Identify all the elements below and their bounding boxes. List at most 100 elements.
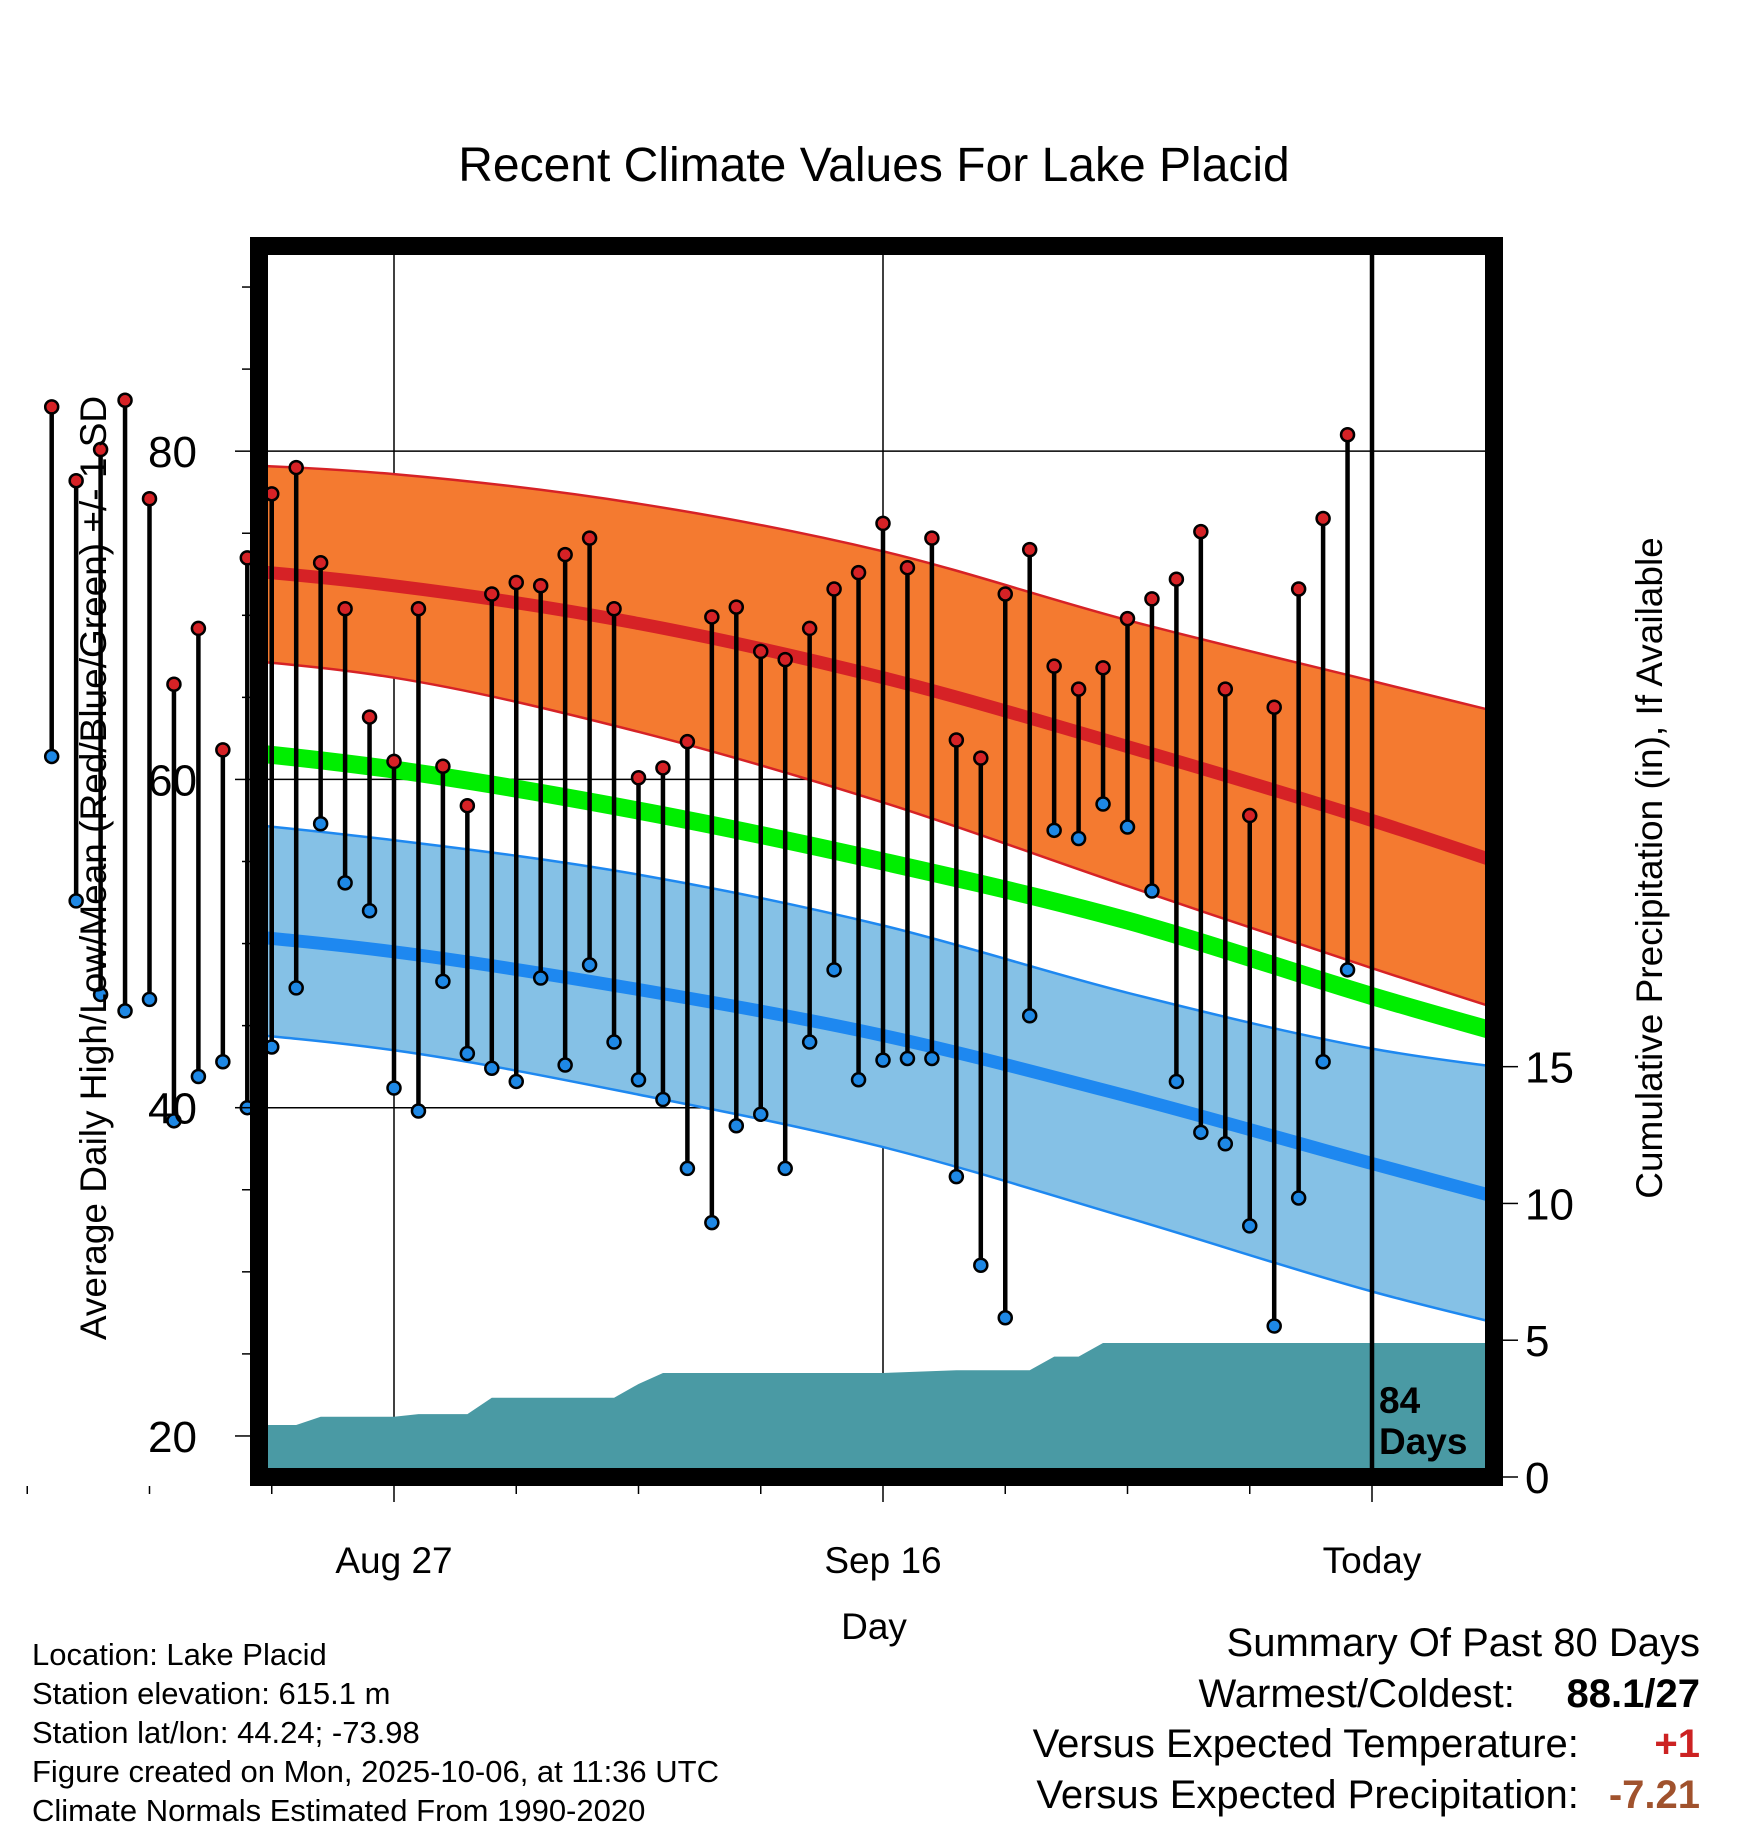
daily-high-point bbox=[141, 491, 158, 507]
daily-low-point bbox=[92, 986, 109, 1003]
daily-low-point bbox=[386, 1080, 402, 1096]
daily-low-point bbox=[361, 902, 378, 919]
x-tick-label: Aug 27 bbox=[335, 1540, 452, 1581]
x-tick-label: Sep 16 bbox=[824, 1540, 941, 1581]
footer-latlon: Station lat/lon: 44.24; -73.98 bbox=[32, 1715, 420, 1750]
daily-low-point bbox=[166, 1113, 182, 1129]
daily-stems bbox=[49, 400, 1350, 1326]
daily-high-point bbox=[1119, 610, 1136, 627]
daily-low-point bbox=[630, 1072, 647, 1088]
daily-high-point bbox=[1021, 541, 1038, 558]
daily-low-point bbox=[532, 970, 549, 986]
daily-low-point bbox=[997, 1310, 1013, 1326]
daily-high-point bbox=[1315, 510, 1331, 527]
daily-low-point bbox=[581, 957, 598, 973]
daily-low-point bbox=[1266, 1318, 1282, 1334]
daily-low-point bbox=[68, 893, 84, 909]
y-tick-label: 60 bbox=[148, 756, 197, 805]
precip-value: -7.21 bbox=[1608, 1773, 1700, 1817]
axes bbox=[26, 237, 1518, 1502]
temp-value: +1 bbox=[1654, 1722, 1700, 1766]
daily-high-point bbox=[1095, 660, 1111, 676]
y2-tick-label: 5 bbox=[1525, 1317, 1549, 1366]
daily-high-point bbox=[826, 581, 842, 597]
precip-label: Versus Expected Precipitation: bbox=[1036, 1773, 1579, 1817]
daily-low-point bbox=[1021, 1008, 1038, 1024]
daily-low-point bbox=[850, 1072, 867, 1088]
daily-low-point bbox=[337, 875, 353, 891]
daily-high-point bbox=[581, 530, 598, 546]
low-sd-band bbox=[259, 824, 1494, 1324]
daily-high-point bbox=[1242, 807, 1258, 824]
daily-high-point bbox=[557, 546, 573, 563]
daily-low-point bbox=[1119, 819, 1136, 835]
daily-high-point bbox=[43, 399, 60, 415]
y-tick-label: 40 bbox=[148, 1085, 197, 1134]
temp-label: Versus Expected Temperature: bbox=[1032, 1722, 1579, 1766]
y2-tick-label: 15 bbox=[1525, 1044, 1574, 1093]
daily-low-point bbox=[777, 1160, 793, 1177]
daily-high-point bbox=[801, 620, 818, 637]
daily-high-point bbox=[288, 459, 304, 476]
daily-low-point bbox=[141, 991, 158, 1008]
daily-high-point bbox=[630, 770, 647, 786]
warmest-value: 88.1 bbox=[1566, 1672, 1645, 1716]
daily-low-point bbox=[655, 1091, 671, 1108]
daily-low-point bbox=[215, 1053, 231, 1070]
daily-high-point bbox=[1046, 658, 1062, 674]
daily-low-point bbox=[435, 973, 451, 990]
daily-low-point bbox=[704, 1214, 720, 1231]
y2-tick-label: 10 bbox=[1525, 1180, 1574, 1229]
daily-low-point bbox=[190, 1068, 207, 1085]
y-tick-label: 80 bbox=[148, 428, 197, 477]
daily-low-point bbox=[1193, 1124, 1209, 1141]
summary-precip: Versus Expected Precipitation: -7.21 bbox=[1036, 1773, 1700, 1818]
today-days-label: Days bbox=[1379, 1421, 1467, 1462]
daily-high-point bbox=[1070, 681, 1087, 697]
footer-created: Figure created on Mon, 2025-10-06, at 11… bbox=[32, 1754, 719, 1789]
daily-low-point bbox=[1290, 1190, 1307, 1206]
daily-high-point bbox=[484, 586, 500, 602]
daily-high-point bbox=[532, 578, 549, 594]
daily-low-point bbox=[801, 1034, 818, 1050]
daily-high-point bbox=[1144, 591, 1160, 607]
daily-low-point bbox=[1046, 822, 1062, 839]
daily-high-point bbox=[948, 732, 965, 748]
daily-high-point bbox=[166, 676, 182, 692]
summary-temp: Versus Expected Temperature: +1 bbox=[1033, 1722, 1700, 1767]
daily-low-point bbox=[312, 815, 329, 832]
daily-low-point bbox=[899, 1050, 916, 1067]
summary-header: Summary Of Past 80 Days bbox=[1226, 1621, 1700, 1665]
daily-low-point bbox=[1217, 1136, 1234, 1152]
daily-high-point bbox=[753, 643, 769, 660]
daily-high-point bbox=[1168, 571, 1185, 587]
daily-low-point bbox=[875, 1052, 891, 1068]
daily-high-point bbox=[1290, 581, 1307, 597]
daily-high-point bbox=[728, 599, 745, 615]
daily-high-point bbox=[190, 620, 207, 637]
footer-location: Location: Lake Placid bbox=[32, 1637, 327, 1672]
daily-low-point bbox=[459, 1045, 476, 1062]
daily-low-point bbox=[508, 1073, 524, 1090]
daily-low-point bbox=[948, 1168, 965, 1185]
x-axis-label: Day bbox=[841, 1606, 907, 1647]
normal-bands bbox=[259, 464, 1494, 1324]
coldest-value: /27 bbox=[1644, 1672, 1700, 1716]
precip-area-group bbox=[259, 1343, 1494, 1477]
precip-area bbox=[259, 1343, 1494, 1477]
daily-high-point bbox=[704, 609, 720, 625]
daily-low-point bbox=[924, 1050, 940, 1067]
daily-high-point bbox=[508, 574, 524, 591]
daily-low-point bbox=[43, 748, 60, 765]
daily-high-point bbox=[1217, 681, 1234, 697]
daily-high-point bbox=[337, 600, 353, 617]
daily-high-point bbox=[361, 709, 378, 725]
today-days-count: 84 bbox=[1379, 1380, 1421, 1421]
daily-low-point bbox=[753, 1106, 769, 1123]
daily-high-point bbox=[435, 758, 451, 775]
daily-low-point bbox=[973, 1257, 989, 1274]
high-sd-band bbox=[259, 464, 1494, 1009]
daily-high-point bbox=[997, 586, 1013, 602]
